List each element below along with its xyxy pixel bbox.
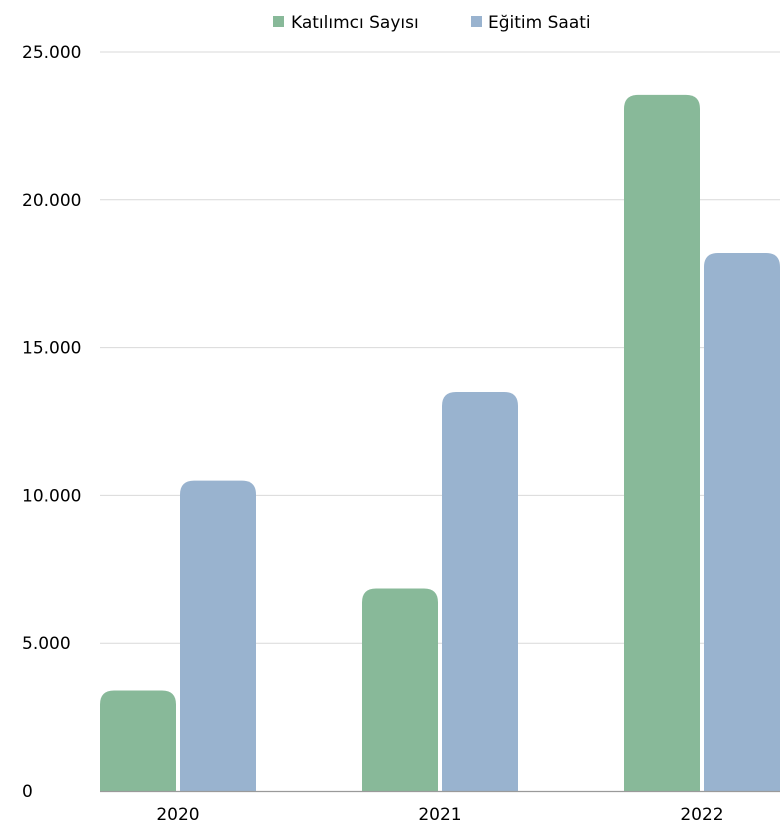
bar-2020-katilimci	[100, 690, 176, 791]
bars	[100, 94, 780, 793]
bar-2021-egitim	[442, 391, 518, 791]
legend-swatch-egitim	[471, 16, 482, 27]
legend-label-egitim: Eğitim Saati	[488, 13, 591, 33]
y-tick-label: 25.000	[22, 43, 81, 63]
y-axis-ticks: 0 5.000 10.000 15.000 20.000 25.000	[22, 43, 81, 802]
y-tick-label: 10.000	[22, 486, 81, 506]
y-tick-label: 0	[22, 782, 33, 802]
x-tick-label: 2020	[156, 805, 199, 825]
legend-label-katilimci: Katılımcı Sayısı	[291, 13, 419, 33]
y-tick-label: 20.000	[22, 191, 81, 211]
legend: Katılımcı Sayısı Eğitim Saati	[273, 13, 591, 33]
x-tick-label: 2022	[680, 805, 723, 825]
x-tick-label: 2021	[418, 805, 461, 825]
bar-2022-katilimci	[624, 94, 700, 791]
bar-2021-katilimci	[362, 588, 438, 791]
y-tick-label: 5.000	[22, 634, 71, 654]
legend-swatch-katilimci	[273, 16, 284, 27]
y-tick-label: 15.000	[22, 339, 81, 359]
bar-2020-egitim	[180, 480, 256, 791]
bar-2022-egitim	[704, 253, 780, 791]
x-axis-ticks: 2020 2021 2022	[156, 805, 723, 825]
